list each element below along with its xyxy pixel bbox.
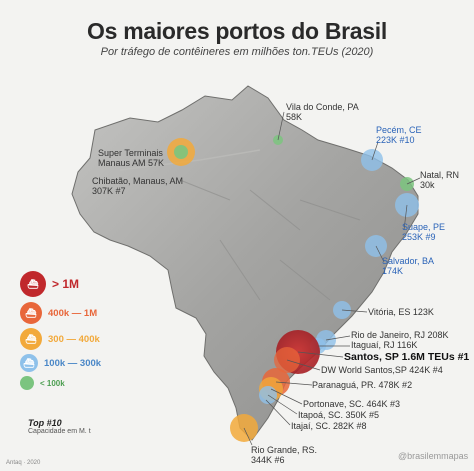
port-label-santos: Santos, SP 1.6M TEUs #1	[344, 351, 470, 363]
port-label-suape: Suape, PE 253K #9	[402, 222, 446, 242]
port-label-chibatao: Chibatão, Manaus, AM 307K #7	[92, 176, 184, 196]
port-label-natal: Natal, RN 30k	[420, 170, 460, 190]
ship-icon: ⛴	[20, 354, 38, 372]
top10-note: Top #10	[28, 418, 62, 428]
ship-icon: ⛴	[20, 328, 42, 350]
port-label-salvador: Salvador, BA 174K	[382, 256, 435, 276]
capacity-note: Capacidade em M. t	[28, 428, 91, 435]
source-credit: Antaq · 2020	[6, 460, 41, 466]
legend-item-400k-1m: ⛴ 400k — 1M	[20, 302, 97, 324]
ship-icon: ⛴	[20, 271, 46, 297]
port-label-vila-do-conde: Vila do Conde, PA 58K	[286, 102, 359, 122]
ship-icon	[20, 376, 34, 390]
map-subtitle: Por tráfego de contêineres em milhões to…	[100, 46, 374, 58]
legend-item-under-100k: < 100k	[20, 372, 65, 394]
port-label-itapoa: Itapoá, SC. 350K #5	[298, 410, 380, 420]
port-label-pecem: Pecém, CE 223K #10	[376, 125, 422, 145]
port-label-rio-grande: Rio Grande, RS. 344K #6	[251, 445, 318, 465]
map-title: Os maiores portos do Brasil	[87, 18, 387, 44]
port-label-portonave: Portonave, SC. 464K #3	[303, 399, 401, 409]
port-label-vitoria: Vitória, ES 123K	[368, 307, 434, 317]
ship-icon: ⛴	[20, 302, 42, 324]
port-label-itajai: Itajaí, SC. 282K #8	[291, 421, 367, 431]
legend-item-300-400k: ⛴ 300 — 400k	[20, 328, 100, 350]
legend-item-100k-300k: ⛴ 100k — 300k	[20, 352, 101, 374]
port-label-paranagua: Paranaguá, PR. 478K #2	[312, 380, 413, 390]
port-label-itaguai: Itaguaí, RJ 116K	[351, 340, 418, 350]
legend-item-over-1m: ⛴ > 1M	[20, 271, 79, 297]
port-marker-super-terminais	[174, 145, 188, 159]
port-label-super-terminais: Super Terminais Manaus AM 57K	[98, 148, 165, 168]
author-credit: @brasilemmapas	[398, 451, 469, 461]
port-label-rio-de-janeiro: Rio de Janeiro, RJ 208K	[351, 330, 449, 340]
port-label-dw-world-santos: DW World Santos,SP 424K #4	[321, 365, 443, 375]
